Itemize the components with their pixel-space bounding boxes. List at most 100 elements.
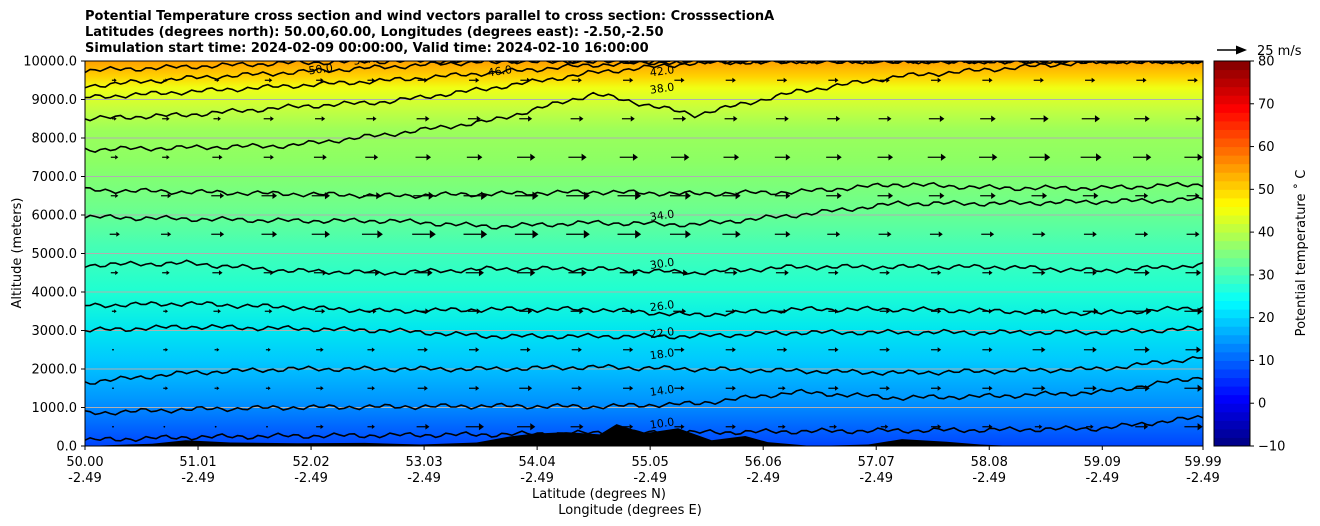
wind-vector (774, 192, 791, 199)
colorbar-band (1214, 292, 1250, 302)
wind-vector (313, 269, 327, 276)
wind-vector (1083, 346, 1097, 353)
wind-vector (110, 193, 119, 198)
x-tick-label-lat: 56.06 (745, 455, 782, 470)
colorbar-band (1214, 197, 1250, 207)
wind-vector (879, 308, 890, 314)
x-tick-label-lon: -2.49 (746, 471, 780, 486)
wind-vector (414, 269, 433, 277)
colorbar-band (1214, 249, 1250, 259)
wind-vector (1032, 346, 1046, 353)
contour-label: 46.0 (487, 63, 513, 79)
wind-vector (879, 270, 890, 276)
wind-vector (311, 192, 330, 200)
y-tick-label: 0.0 (56, 440, 77, 455)
wind-vector (828, 385, 839, 391)
wind-vector (263, 116, 274, 122)
colorbar-band (1214, 343, 1250, 353)
wind-vector (826, 192, 842, 199)
wind-vector (212, 154, 223, 160)
wind-vector (514, 191, 539, 201)
chart-title-line-3: Simulation start time: 2024-02-09 00:00:… (85, 41, 649, 56)
x-tick-label-lat: 52.02 (292, 455, 329, 470)
wind-vector (829, 424, 837, 429)
wind-vector (1032, 269, 1046, 276)
wind-vector (669, 191, 691, 200)
wind-vector (163, 347, 169, 352)
wind-vector (877, 192, 894, 199)
wind-vector (1032, 308, 1046, 315)
x-tick-label-lat: 51.01 (179, 455, 216, 470)
contour-line-38 (85, 61, 1203, 153)
wind-vector (1184, 153, 1203, 161)
colorbar-band (1214, 274, 1250, 284)
wind-vector (367, 424, 375, 429)
wind-vector (1133, 153, 1152, 161)
wind-vector (1085, 77, 1096, 83)
wind-vector (1184, 384, 1203, 392)
wind-vector (674, 424, 685, 430)
x-tick-label-lat: 58.08 (971, 455, 1008, 470)
contour-line-22 (85, 324, 1203, 340)
contour-line-18 (85, 355, 1203, 385)
colorbar-band (1214, 386, 1250, 396)
colorbar-band (1214, 78, 1250, 88)
wind-vector (980, 192, 996, 199)
wind-vector (879, 77, 890, 83)
colorbar-band (1214, 61, 1250, 71)
x-tick-label-lon: -2.49 (1085, 471, 1119, 486)
wind-vector (110, 155, 119, 160)
contour-label: 18.0 (649, 346, 675, 362)
wind-vector (519, 385, 533, 392)
wind-vector (1083, 231, 1097, 238)
y-tick-label: 4000.0 (32, 286, 78, 301)
wind-vector (775, 269, 789, 276)
y-tick-label: 7000.0 (32, 170, 78, 185)
wind-vector (109, 231, 120, 237)
colorbar-band (1214, 266, 1250, 276)
wind-vector (777, 77, 788, 83)
colorbar-band (1214, 112, 1250, 122)
y-tick-label: 5000.0 (32, 247, 78, 262)
colorbar-band (1214, 223, 1250, 233)
wind-vector (1184, 307, 1203, 315)
contour-line-26 (85, 300, 1203, 318)
wind-vector (828, 77, 839, 83)
colorbar-tick-label: 0 (1258, 397, 1266, 412)
wind-vector (416, 308, 430, 315)
wind-vector (469, 385, 480, 391)
wind-vector (467, 115, 481, 122)
colorbar-band (1214, 163, 1250, 173)
colorbar-band (1214, 411, 1250, 421)
wind-vector (1186, 231, 1200, 238)
contour-label: 54.0 (352, 52, 378, 68)
wind-vector (879, 385, 890, 391)
wind-vector (1034, 424, 1043, 429)
wind-vector (1086, 424, 1094, 429)
plot-area: 10.0 14.0 18.0 22.0 26.0 30.0 34.0 38.042.0 46.0… (84, 52, 1204, 447)
wind-vector (213, 116, 221, 121)
colorbar-band (1214, 103, 1250, 113)
wind-vector (517, 269, 536, 277)
colorbar-band (1214, 155, 1250, 165)
colorbar-band (1214, 172, 1250, 182)
wind-vector (1184, 423, 1203, 431)
wind-vector (261, 192, 278, 199)
wind-vector (111, 309, 117, 314)
colorbar-band (1214, 69, 1250, 79)
wind-vector (111, 78, 117, 83)
wind-vector (827, 231, 841, 238)
wind-vector (623, 77, 634, 83)
colorbar-tick-label: 20 (1258, 311, 1275, 326)
colorbar-band (1214, 326, 1250, 336)
colorbar-band (1214, 120, 1250, 130)
wind-vector (775, 115, 789, 122)
wind-vector (568, 269, 587, 277)
wind-vector (211, 231, 225, 238)
y-tick-label: 9000.0 (32, 93, 78, 108)
wind-vector (931, 385, 942, 391)
wind-vector (1185, 269, 1202, 276)
contour-label: 38.0 (649, 80, 675, 96)
colorbar-band (1214, 232, 1250, 242)
y-axis-label: Altitude (meters) (10, 198, 25, 309)
